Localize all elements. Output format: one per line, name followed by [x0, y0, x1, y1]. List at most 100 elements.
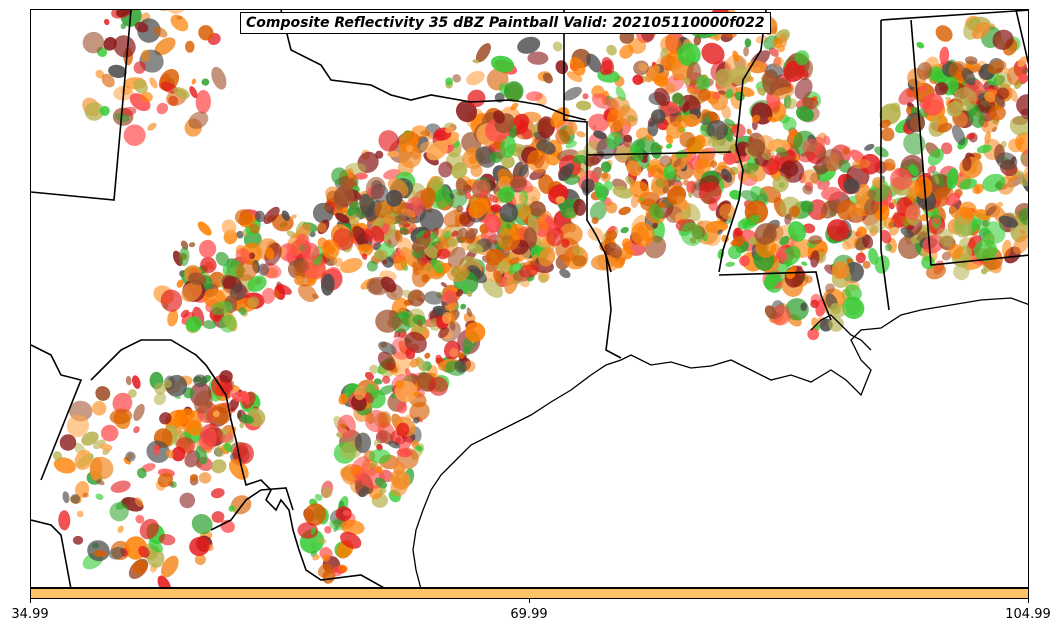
- reflectivity-blob: [323, 204, 331, 212]
- reflectivity-blob: [880, 229, 892, 244]
- reflectivity-blob: [843, 178, 860, 194]
- reflectivity-blob: [801, 261, 808, 266]
- reflectivity-blob: [662, 186, 670, 194]
- reflectivity-blob: [132, 375, 141, 389]
- reflectivity-blob: [801, 169, 819, 186]
- reflectivity-blob: [900, 227, 914, 238]
- reflectivity-blob: [1018, 207, 1028, 225]
- border-tx-la: [605, 254, 622, 359]
- reflectivity-blob: [864, 143, 875, 151]
- reflectivity-blob: [555, 60, 569, 75]
- reflectivity-blob: [819, 213, 825, 219]
- reflectivity-blob: [157, 575, 172, 587]
- reflectivity-blob: [369, 364, 379, 374]
- colorbar-label-min: 34.99: [11, 607, 49, 622]
- reflectivity-blob: [396, 422, 410, 437]
- reflectivity-blob: [409, 358, 420, 368]
- reflectivity-blob: [518, 164, 529, 177]
- reflectivity-blob: [449, 193, 455, 199]
- reflectivity-blob: [573, 154, 588, 164]
- reflectivity-blob: [1009, 88, 1018, 102]
- reflectivity-blob: [211, 511, 225, 523]
- reflectivity-blob: [95, 386, 111, 401]
- reflectivity-blob: [132, 560, 148, 575]
- reflectivity-blob: [958, 201, 977, 219]
- reflectivity-blob: [361, 253, 368, 260]
- reflectivity-blob: [572, 246, 584, 256]
- reflectivity-blob: [732, 50, 740, 62]
- reflectivity-blob: [776, 147, 788, 157]
- reflectivity-blob: [461, 283, 470, 292]
- reflectivity-blob: [95, 69, 105, 79]
- reflectivity-blob: [729, 189, 742, 200]
- reflectivity-blob: [465, 228, 479, 240]
- reflectivity-blob: [340, 531, 362, 549]
- reflectivity-blob: [1004, 67, 1010, 74]
- reflectivity-blob: [725, 88, 733, 100]
- reflectivity-blob: [820, 198, 841, 219]
- reflectivity-blob: [781, 246, 801, 266]
- reflectivity-blob: [490, 204, 502, 213]
- reflectivity-blob: [66, 414, 90, 438]
- reflectivity-blob: [294, 258, 310, 274]
- reflectivity-blob: [428, 376, 449, 396]
- reflectivity-blob: [219, 370, 233, 384]
- reflectivity-blob: [312, 554, 320, 561]
- reflectivity-blob: [424, 352, 431, 359]
- reflectivity-blob: [294, 275, 304, 286]
- reflectivity-blob: [228, 505, 235, 512]
- reflectivity-blob: [194, 553, 206, 566]
- reflectivity-blob: [59, 434, 77, 451]
- reflectivity-blob: [176, 279, 184, 288]
- reflectivity-blob: [125, 375, 132, 386]
- reflectivity-blob: [750, 169, 756, 178]
- reflectivity-blob: [219, 314, 237, 333]
- reflectivity-blob: [996, 201, 1004, 207]
- reflectivity-blob: [186, 420, 203, 436]
- reflectivity-blob: [848, 205, 863, 224]
- reflectivity-blob: [935, 25, 953, 42]
- reflectivity-blob: [464, 360, 476, 373]
- reflectivity-blob: [340, 257, 363, 274]
- reflectivity-blob: [673, 158, 682, 168]
- reflectivity-blob: [466, 243, 484, 254]
- reflectivity-blob: [300, 242, 320, 260]
- gulf-coastline: [620, 297, 1028, 397]
- reflectivity-blob: [185, 316, 202, 332]
- reflectivity-blob: [314, 493, 323, 501]
- reflectivity-blob: [219, 432, 235, 444]
- reflectivity-blob: [488, 194, 499, 204]
- border-mx-tx: [90, 339, 385, 587]
- reflectivity-blob: [645, 133, 654, 142]
- reflectivity-blob: [652, 222, 658, 229]
- reflectivity-blob: [133, 403, 145, 421]
- reflectivity-blob: [93, 550, 107, 558]
- reflectivity-blob: [290, 214, 297, 220]
- reflectivity-blob: [195, 445, 208, 465]
- reflectivity-blob: [160, 289, 183, 312]
- reflectivity-blob: [527, 149, 550, 173]
- reflectivity-blob: [561, 238, 570, 248]
- reflectivity-blob: [908, 164, 919, 177]
- reflectivity-blob: [944, 96, 951, 101]
- reflectivity-blob: [591, 93, 612, 109]
- reflectivity-blob: [772, 105, 780, 115]
- reflectivity-blob: [496, 227, 521, 251]
- reflectivity-blob: [621, 238, 633, 251]
- reflectivity-blob: [688, 191, 693, 198]
- reflectivity-blob: [744, 38, 752, 48]
- reflectivity-blob: [619, 44, 634, 59]
- reflectivity-blob: [456, 205, 464, 213]
- reflectivity-blob: [423, 243, 439, 259]
- reflectivity-blob: [210, 300, 233, 316]
- reflectivity-blob: [352, 225, 369, 246]
- reflectivity-blob: [61, 514, 70, 523]
- reflectivity-blob: [754, 223, 777, 245]
- reflectivity-blob: [660, 47, 668, 59]
- reflectivity-blob: [808, 235, 823, 245]
- reflectivity-blob: [939, 46, 950, 65]
- reflectivity-blob: [74, 449, 93, 471]
- reflectivity-blob: [415, 445, 423, 452]
- reflectivity-blob: [201, 78, 210, 86]
- colorbar-label-max: 104.99: [1005, 607, 1051, 622]
